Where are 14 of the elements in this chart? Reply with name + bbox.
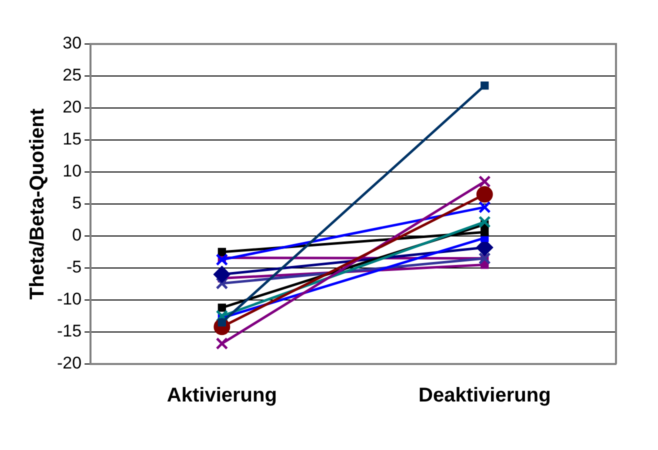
y-tick-label: 5 <box>72 194 82 213</box>
y-tick-label: 20 <box>62 98 82 117</box>
y-axis-title: Theta/Beta-Quotient <box>26 108 49 300</box>
y-tick-label: 10 <box>62 162 82 181</box>
y-tick-label: 25 <box>62 66 82 85</box>
x-tick-label: Aktivierung <box>166 384 277 407</box>
y-tick-label: -15 <box>56 322 82 341</box>
y-tick-label: 30 <box>62 34 82 53</box>
y-tick-label: -10 <box>56 290 82 309</box>
x-tick-label: Deaktivierung <box>418 384 551 407</box>
y-tick-label: 15 <box>62 130 82 149</box>
y-tick-label: -20 <box>56 354 82 373</box>
y-tick-label: -5 <box>66 258 82 277</box>
y-tick-label: 0 <box>72 226 82 245</box>
